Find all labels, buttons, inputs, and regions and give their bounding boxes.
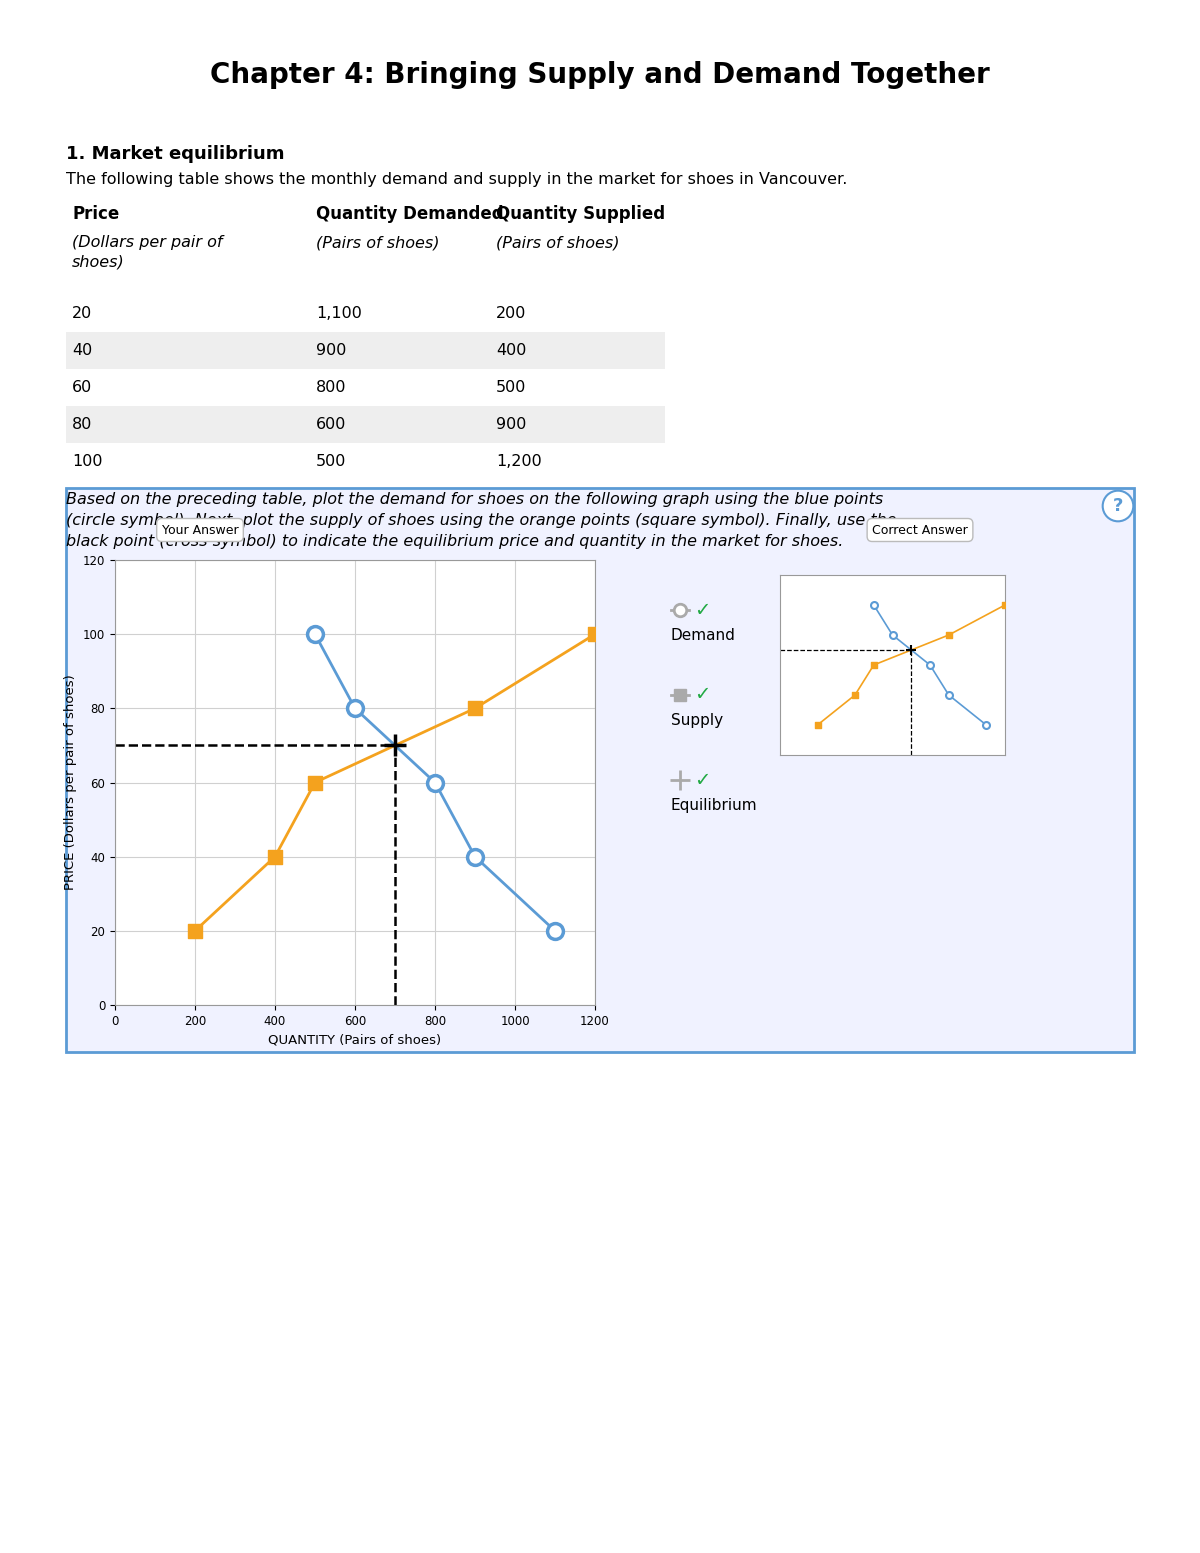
Point (305, 770, 324, 795)
Text: Based on the preceding table, plot the demand for shoes on the following graph u: Based on the preceding table, plot the d… (66, 492, 896, 550)
X-axis label: QUANTITY (Pairs of shoes): QUANTITY (Pairs of shoes) (269, 1033, 442, 1047)
Text: 200: 200 (496, 306, 527, 321)
Text: (Pairs of shoes): (Pairs of shoes) (496, 235, 619, 250)
Bar (66, 488, 1134, 1051)
Text: 500: 500 (316, 453, 347, 469)
Text: Equilibrium: Equilibrium (671, 798, 757, 814)
Point (586, 621, 605, 646)
Bar (66, 405, 665, 443)
Text: 400: 400 (496, 343, 527, 359)
Text: Supply: Supply (671, 713, 724, 728)
Text: 1,200: 1,200 (496, 453, 541, 469)
Text: ✓: ✓ (694, 601, 710, 620)
Point (466, 845, 485, 870)
Point (346, 696, 365, 721)
Text: 60: 60 (72, 380, 92, 394)
Text: 40: 40 (72, 343, 92, 359)
Text: 900: 900 (316, 343, 347, 359)
Point (185, 918, 204, 943)
Text: Correct Answer: Correct Answer (872, 523, 968, 536)
Point (996, 593, 1015, 618)
Point (845, 683, 864, 708)
Text: 20: 20 (72, 306, 92, 321)
Text: 800: 800 (316, 380, 347, 394)
Text: Your Answer: Your Answer (162, 523, 239, 536)
Bar (66, 332, 665, 370)
Text: 500: 500 (496, 380, 527, 394)
Text: ✓: ✓ (694, 770, 710, 789)
Point (265, 845, 284, 870)
Point (545, 918, 565, 943)
Point (864, 593, 883, 618)
Text: Demand: Demand (671, 627, 736, 643)
Point (305, 621, 324, 646)
Point (977, 713, 996, 738)
Point (920, 652, 940, 677)
Text: 100: 100 (72, 453, 102, 469)
Point (940, 683, 959, 708)
Text: 900: 900 (496, 418, 527, 432)
Point (940, 623, 959, 648)
Text: Chapter 4: Bringing Supply and Demand Together: Chapter 4: Bringing Supply and Demand To… (210, 61, 990, 89)
Text: 600: 600 (316, 418, 347, 432)
Text: ?: ? (1112, 497, 1123, 516)
Point (864, 652, 883, 677)
Point (808, 713, 827, 738)
Text: Quantity Demanded: Quantity Demanded (316, 205, 504, 224)
Text: The following table shows the monthly demand and supply in the market for shoes : The following table shows the monthly de… (66, 172, 847, 186)
Y-axis label: PRICE (Dollars per pair of shoes): PRICE (Dollars per pair of shoes) (65, 674, 77, 890)
Text: Price: Price (72, 205, 119, 224)
Text: Quantity Supplied: Quantity Supplied (496, 205, 665, 224)
Point (883, 623, 902, 648)
Text: 1. Market equilibrium: 1. Market equilibrium (66, 144, 284, 163)
Point (426, 770, 445, 795)
Text: (Dollars per pair of
shoes): (Dollars per pair of shoes) (72, 235, 222, 270)
Text: 1,100: 1,100 (316, 306, 362, 321)
Text: (Pairs of shoes): (Pairs of shoes) (316, 235, 439, 250)
Text: ✓: ✓ (694, 685, 710, 705)
Text: 80: 80 (72, 418, 92, 432)
Point (466, 696, 485, 721)
